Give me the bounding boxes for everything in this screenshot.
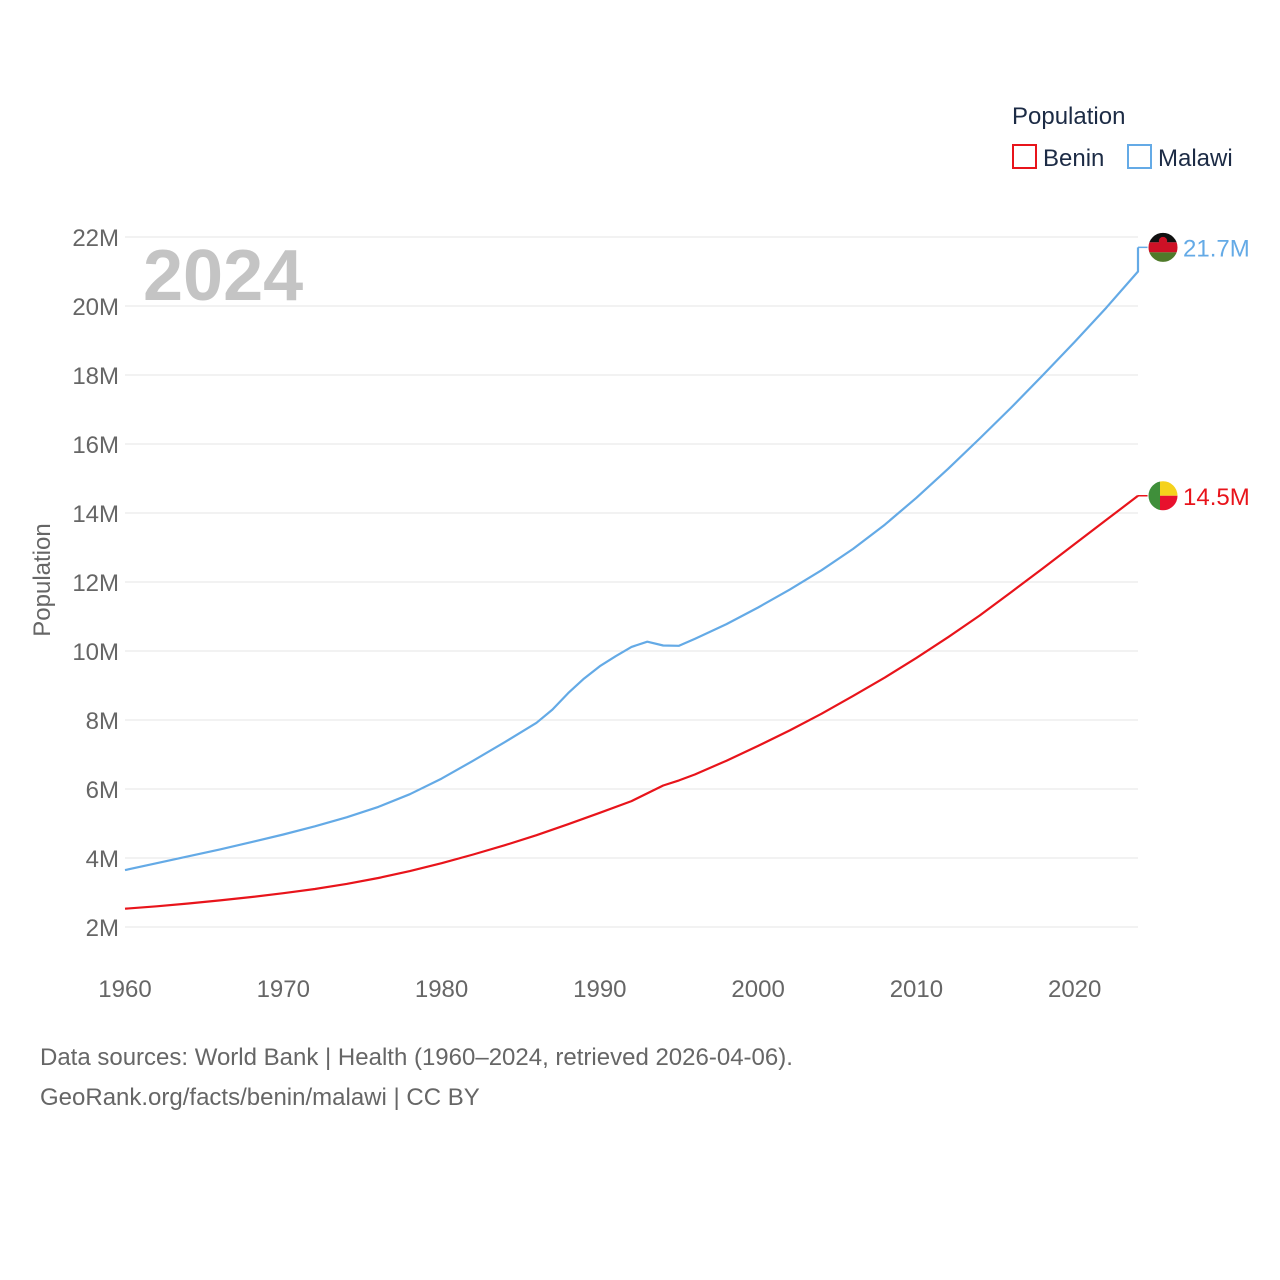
x-tick-label: 2000 <box>731 976 784 1003</box>
y-tick-label: 12M <box>72 570 119 597</box>
legend-label-benin: Benin <box>1043 145 1104 172</box>
y-tick-label: 20M <box>72 294 119 321</box>
y-tick-label: 4M <box>86 846 119 873</box>
x-tick-label: 2020 <box>1048 976 1101 1003</box>
flag-icon-benin <box>1148 480 1178 511</box>
x-axis-ticks: 1960 1970 1980 1990 2000 2010 2020 <box>98 976 1101 1003</box>
y-tick-label: 8M <box>86 708 119 735</box>
y-axis-ticks: 2M 4M 6M 8M 10M 12M 14M 16M 18M 20M 22M <box>72 225 119 942</box>
x-tick-label: 1960 <box>98 976 151 1003</box>
series-line-malawi <box>124 247 1140 872</box>
end-value-label-benin: 14.5M <box>1183 484 1250 511</box>
x-tick-label: 2010 <box>890 976 943 1003</box>
year-label: 2024 <box>143 236 303 316</box>
end-marker-malawi: 21.7M <box>1138 231 1250 263</box>
legend-label-malawi: Malawi <box>1158 145 1233 172</box>
x-tick-label: 1980 <box>415 976 468 1003</box>
x-tick-label: 1970 <box>257 976 310 1003</box>
legend: Population Benin Malawi <box>1012 103 1233 172</box>
y-tick-label: 22M <box>72 225 119 252</box>
flag-icon-malawi <box>1148 232 1178 263</box>
legend-item-malawi: Malawi <box>1127 144 1233 172</box>
series-line-benin <box>124 494 1139 910</box>
grid-lines <box>125 236 1138 928</box>
source-line-1: Data sources: World Bank | Health (1960–… <box>40 1044 793 1071</box>
y-tick-label: 14M <box>72 501 119 528</box>
end-value-label-malawi: 21.7M <box>1183 235 1250 262</box>
legend-item-benin: Benin <box>1012 144 1104 172</box>
y-tick-label: 6M <box>86 777 119 804</box>
series-lines <box>124 247 1140 910</box>
end-marker-benin: 14.5M <box>1138 480 1250 512</box>
y-tick-label: 10M <box>72 639 119 666</box>
x-tick-label: 1990 <box>573 976 626 1003</box>
source-line-2: GeoRank.org/facts/benin/malawi | CC BY <box>40 1084 480 1111</box>
y-tick-label: 2M <box>86 915 119 942</box>
legend-swatch-malawi <box>1127 144 1152 169</box>
y-tick-label: 16M <box>72 432 119 459</box>
series-end-markers: 14.5M 21.7M <box>1138 231 1250 512</box>
legend-swatch-benin <box>1012 144 1037 169</box>
y-tick-label: 18M <box>72 363 119 390</box>
y-axis-title: Population <box>29 523 56 636</box>
legend-title: Population <box>1012 103 1125 130</box>
